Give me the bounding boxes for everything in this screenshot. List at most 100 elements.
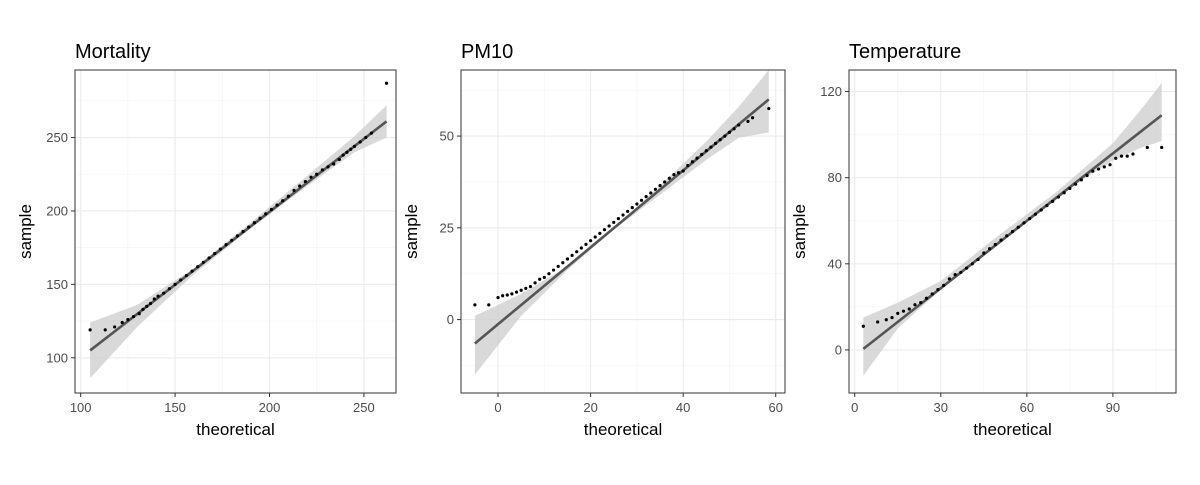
panel-border bbox=[74, 69, 397, 394]
data-point bbox=[349, 147, 353, 151]
data-point bbox=[341, 153, 345, 157]
data-point bbox=[120, 320, 124, 325]
panel-1: 100 150 200 250 100 150 200 250 Mortality theoret… bbox=[16, 41, 397, 439]
data-point bbox=[924, 296, 929, 300]
data-point bbox=[281, 199, 285, 203]
data-point bbox=[1102, 165, 1106, 169]
x-tick-label: 200 bbox=[259, 400, 281, 415]
data-point bbox=[241, 229, 245, 234]
data-point bbox=[579, 246, 583, 250]
data-point bbox=[919, 300, 923, 305]
data-point bbox=[1108, 163, 1112, 167]
data-point bbox=[913, 303, 917, 307]
confidence-band bbox=[90, 105, 387, 379]
data-point bbox=[751, 116, 755, 120]
x-tick-label: 60 bbox=[1020, 400, 1034, 415]
data-point bbox=[732, 127, 736, 131]
data-point bbox=[235, 234, 239, 238]
data-point bbox=[936, 288, 940, 292]
y-tick-label: 50 bbox=[440, 129, 454, 144]
data-point bbox=[190, 269, 194, 273]
data-point bbox=[959, 270, 963, 275]
panel-title: Temperature bbox=[849, 41, 961, 63]
x-tick-label: 40 bbox=[676, 400, 690, 415]
data-point bbox=[1079, 178, 1083, 182]
data-point bbox=[269, 207, 273, 212]
data-point bbox=[126, 317, 130, 322]
data-point bbox=[1160, 145, 1164, 150]
data-point bbox=[224, 243, 228, 247]
data-point bbox=[551, 268, 556, 272]
data-point bbox=[1085, 173, 1089, 178]
data-point bbox=[1091, 169, 1095, 173]
panel-background bbox=[75, 70, 396, 393]
data-point bbox=[196, 265, 200, 269]
data-point bbox=[213, 251, 217, 256]
y-axis-label: sample bbox=[790, 204, 809, 259]
data-point bbox=[524, 286, 528, 290]
data-point bbox=[561, 261, 565, 265]
data-point bbox=[602, 228, 607, 232]
data-point bbox=[953, 272, 957, 277]
x-tick-label: 60 bbox=[769, 400, 783, 415]
data-point bbox=[982, 251, 986, 255]
data-point bbox=[148, 301, 153, 306]
data-point bbox=[496, 295, 500, 300]
data-point bbox=[352, 144, 357, 148]
data-point bbox=[501, 294, 505, 298]
data-point bbox=[345, 150, 349, 154]
data-point bbox=[767, 106, 771, 111]
data-point bbox=[487, 303, 491, 307]
data-point bbox=[1033, 212, 1038, 216]
data-point bbox=[901, 309, 906, 313]
data-point bbox=[970, 262, 974, 266]
data-point bbox=[621, 213, 625, 217]
data-point bbox=[723, 134, 727, 138]
data-point bbox=[547, 272, 551, 276]
y-tick-label: 0 bbox=[447, 312, 454, 327]
data-point bbox=[1005, 234, 1009, 238]
data-point bbox=[230, 238, 234, 242]
data-point bbox=[575, 250, 579, 254]
data-point bbox=[201, 260, 205, 264]
data-point bbox=[218, 247, 222, 251]
data-point bbox=[364, 135, 368, 140]
data-point bbox=[663, 180, 667, 184]
data-point bbox=[1045, 204, 1049, 208]
data-point bbox=[896, 311, 900, 315]
data-point bbox=[514, 290, 519, 294]
x-tick-label: 0 bbox=[851, 400, 858, 415]
data-point bbox=[930, 292, 934, 296]
data-point bbox=[584, 242, 588, 246]
data-point bbox=[141, 307, 145, 311]
data-point bbox=[612, 220, 616, 224]
data-point bbox=[473, 303, 477, 307]
data-point bbox=[727, 130, 732, 134]
x-tick-label: 90 bbox=[1106, 400, 1120, 415]
data-point bbox=[113, 325, 117, 329]
data-point bbox=[681, 169, 685, 173]
data-point bbox=[1068, 186, 1072, 191]
data-point bbox=[286, 194, 290, 198]
data-point bbox=[337, 157, 341, 162]
data-point bbox=[1119, 154, 1124, 158]
x-axis-label: theoretical bbox=[973, 420, 1051, 439]
data-point bbox=[1131, 152, 1135, 156]
data-point bbox=[942, 283, 946, 287]
data-point bbox=[1125, 154, 1129, 158]
x-tick-label: 0 bbox=[494, 400, 501, 415]
data-point bbox=[616, 217, 620, 221]
x-tick-label: 100 bbox=[70, 400, 92, 415]
data-point bbox=[987, 247, 992, 251]
data-point bbox=[162, 291, 166, 295]
data-point bbox=[686, 163, 690, 168]
data-point bbox=[358, 140, 362, 144]
data-point bbox=[976, 257, 980, 262]
data-point bbox=[667, 176, 671, 180]
data-point bbox=[252, 221, 256, 225]
panel-border bbox=[848, 69, 1177, 394]
data-point bbox=[890, 316, 894, 320]
data-point bbox=[907, 307, 911, 311]
data-point bbox=[947, 277, 951, 281]
data-point bbox=[88, 328, 92, 332]
